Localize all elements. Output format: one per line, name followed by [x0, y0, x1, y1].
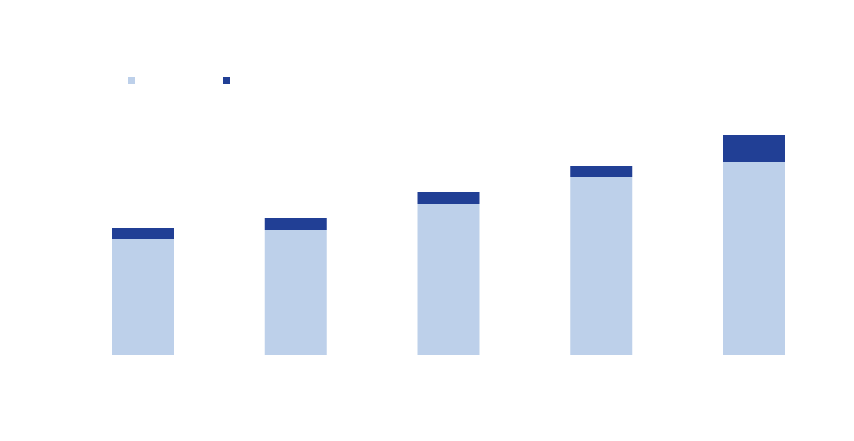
bar-segment: [112, 239, 174, 355]
bar-segment: [723, 135, 785, 162]
bar-segment: [417, 204, 480, 355]
bar-segment: [570, 177, 633, 355]
bar-segment: [264, 230, 327, 355]
legend-marker: [128, 77, 135, 84]
bar-segment: [112, 228, 174, 239]
bar-segment: [723, 162, 785, 355]
bar-segment: [417, 192, 480, 204]
bar-segment: [570, 166, 633, 177]
legend-marker: [223, 77, 230, 84]
bar-segment: [264, 218, 327, 230]
